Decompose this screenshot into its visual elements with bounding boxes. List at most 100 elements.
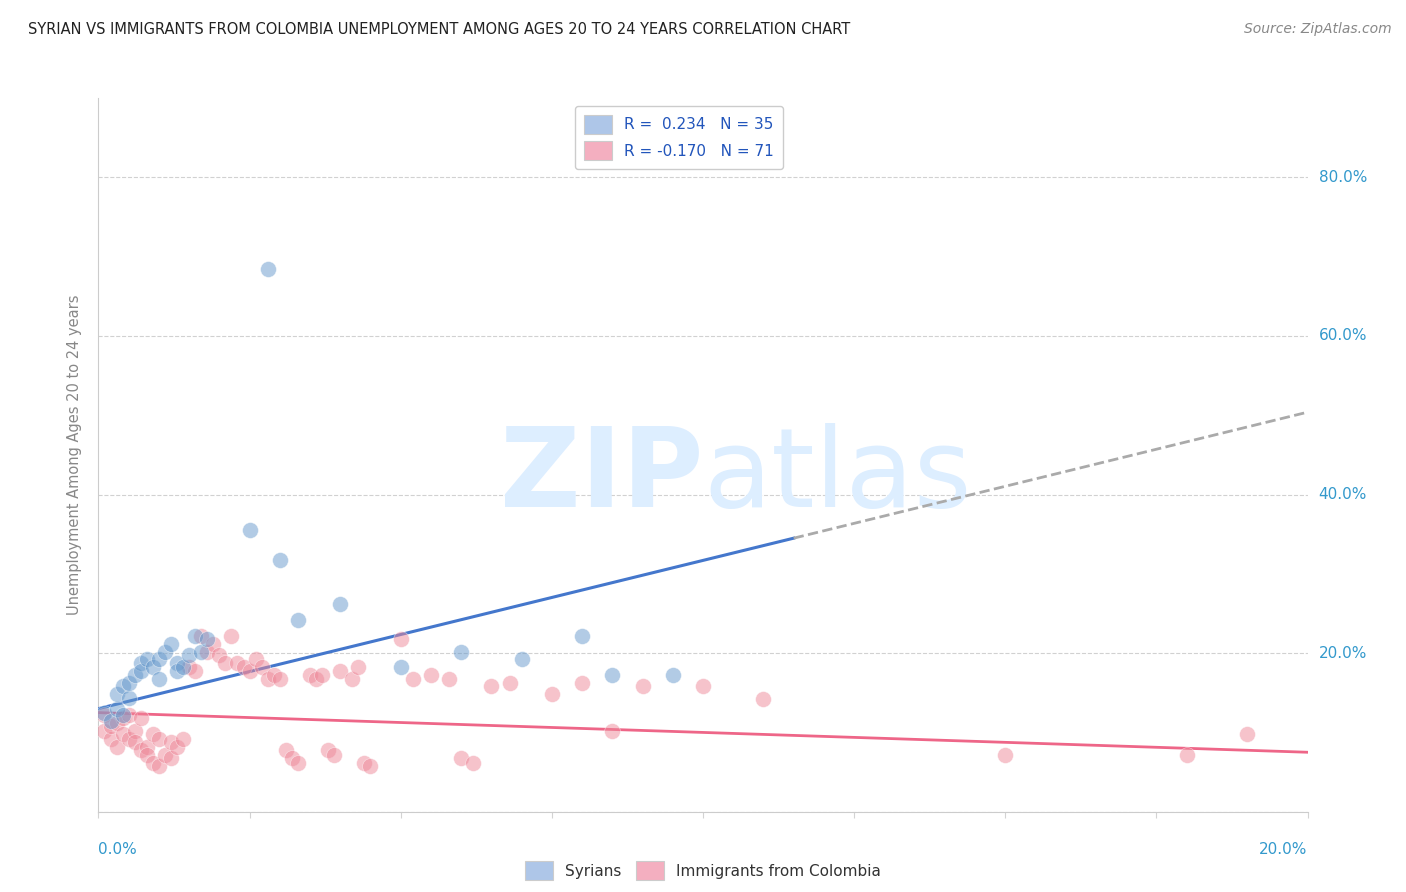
Point [232, 660, 254, 674]
Text: 80.0%: 80.0% [1319, 169, 1367, 185]
Point [135, 652, 157, 666]
Point [263, 668, 285, 682]
Point [135, 739, 157, 754]
Point [269, 552, 291, 566]
Point [571, 629, 593, 643]
Point [752, 692, 775, 706]
Point [347, 660, 370, 674]
Point [214, 656, 236, 670]
Point [450, 751, 472, 765]
Point [602, 668, 624, 682]
Point [692, 680, 714, 694]
Point [221, 629, 243, 643]
Point [602, 723, 624, 738]
Text: 20.0%: 20.0% [1319, 646, 1367, 661]
Point [172, 731, 194, 746]
Point [105, 701, 128, 715]
Text: 40.0%: 40.0% [1319, 487, 1367, 502]
Point [148, 758, 170, 772]
Point [498, 676, 520, 690]
Point [160, 637, 183, 651]
Point [166, 656, 188, 670]
Point [256, 261, 278, 276]
Point [160, 735, 183, 749]
Point [274, 743, 297, 757]
Point [100, 731, 122, 746]
Text: 20.0%: 20.0% [1260, 842, 1308, 857]
Point [118, 731, 141, 746]
Point [93, 706, 115, 720]
Point [540, 687, 562, 701]
Point [118, 691, 141, 706]
Legend: Syrians, Immigrants from Colombia: Syrians, Immigrants from Colombia [519, 855, 887, 886]
Point [142, 727, 165, 741]
Text: Source: ZipAtlas.com: Source: ZipAtlas.com [1244, 22, 1392, 37]
Point [287, 756, 309, 770]
Point [311, 668, 333, 682]
Point [299, 668, 322, 682]
Point [142, 756, 165, 770]
Point [177, 648, 201, 662]
Point [184, 664, 207, 678]
Point [129, 664, 152, 678]
Point [195, 632, 218, 646]
Point [402, 672, 425, 686]
Point [93, 723, 115, 738]
Point [111, 708, 134, 723]
Text: SYRIAN VS IMMIGRANTS FROM COLOMBIA UNEMPLOYMENT AMONG AGES 20 TO 24 YEARS CORREL: SYRIAN VS IMMIGRANTS FROM COLOMBIA UNEMP… [28, 22, 851, 37]
Text: 60.0%: 60.0% [1319, 328, 1367, 343]
Point [661, 668, 683, 682]
Point [245, 652, 267, 666]
Point [105, 687, 128, 701]
Point [389, 660, 412, 674]
Point [166, 739, 188, 754]
Point [571, 676, 593, 690]
Point [437, 672, 460, 686]
Point [111, 711, 134, 725]
Point [353, 756, 375, 770]
Point [329, 597, 352, 611]
Point [124, 723, 146, 738]
Point [153, 747, 176, 762]
Point [93, 708, 115, 723]
Point [994, 747, 1017, 762]
Point [1175, 747, 1198, 762]
Point [316, 743, 339, 757]
Point [184, 629, 207, 643]
Point [129, 711, 152, 725]
Point [190, 644, 212, 658]
Point [118, 708, 141, 723]
Point [105, 715, 128, 730]
Point [202, 637, 225, 651]
Text: ZIP: ZIP [499, 423, 703, 530]
Point [269, 672, 291, 686]
Point [105, 739, 128, 754]
Point [100, 714, 122, 728]
Point [118, 676, 141, 690]
Point [160, 751, 183, 765]
Point [329, 664, 352, 678]
Point [135, 747, 157, 762]
Point [226, 656, 249, 670]
Point [481, 680, 503, 694]
Point [239, 664, 262, 678]
Point [148, 672, 170, 686]
Point [342, 672, 364, 686]
Point [208, 648, 231, 662]
Point [360, 758, 382, 772]
Point [195, 644, 218, 658]
Point [153, 644, 176, 658]
Text: 0.0%: 0.0% [98, 842, 138, 857]
Point [124, 668, 146, 682]
Point [148, 731, 170, 746]
Point [172, 660, 194, 674]
Text: atlas: atlas [703, 423, 972, 530]
Point [142, 660, 165, 674]
Point [287, 613, 309, 627]
Point [177, 660, 201, 674]
Y-axis label: Unemployment Among Ages 20 to 24 years: Unemployment Among Ages 20 to 24 years [67, 294, 83, 615]
Point [111, 727, 134, 741]
Point [389, 632, 412, 646]
Point [1236, 727, 1258, 741]
Point [250, 660, 273, 674]
